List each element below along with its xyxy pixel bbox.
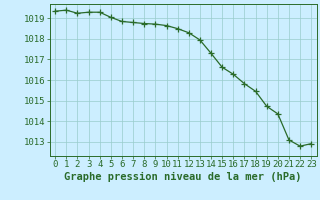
- X-axis label: Graphe pression niveau de la mer (hPa): Graphe pression niveau de la mer (hPa): [64, 172, 302, 182]
